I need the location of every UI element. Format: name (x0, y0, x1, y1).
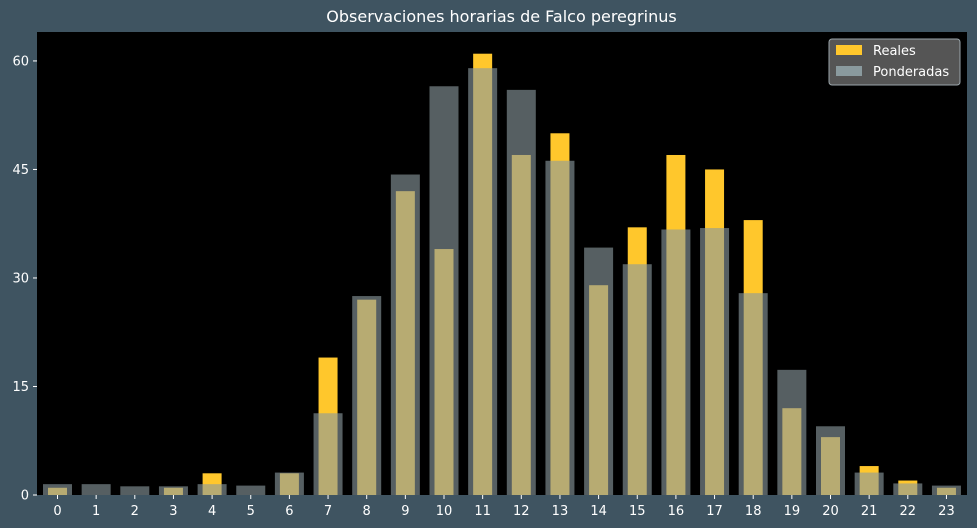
x-tick-label: 2 (131, 504, 139, 519)
x-tick-label: 21 (861, 504, 878, 519)
x-tick-label: 1 (92, 504, 100, 519)
y-tick-label: 15 (12, 380, 29, 395)
bar-ponderadas (81, 484, 111, 495)
y-tick-label: 60 (12, 54, 29, 69)
bar-ponderadas (43, 484, 72, 495)
bar-ponderadas (197, 484, 227, 495)
x-tick-label: 4 (208, 504, 216, 519)
plot-area (37, 32, 967, 495)
bar-ponderadas (545, 160, 575, 495)
y-tick-label: 45 (12, 163, 29, 178)
x-tick-label: 20 (822, 504, 839, 519)
x-tick-label: 19 (784, 504, 801, 519)
bar-ponderadas (120, 486, 150, 495)
bar-ponderadas (584, 247, 614, 495)
x-tick-label: 9 (401, 504, 409, 519)
x-axis: 0 1 2 3 4 5 6 7 8 9 10 11 12 13 14 15 16 17 18 19 20 21 22 23 (53, 495, 955, 519)
x-tick-label: 22 (900, 504, 917, 519)
x-tick-label: 16 (668, 504, 685, 519)
bar-ponderadas (506, 89, 536, 495)
x-tick-label: 18 (745, 504, 762, 519)
legend: Reales Ponderadas (828, 38, 961, 86)
y-tick-label: 0 (21, 489, 29, 504)
bar-ponderadas (661, 229, 691, 495)
x-tick-label: 0 (53, 504, 61, 519)
x-tick-label: 6 (285, 504, 293, 519)
x-tick-label: 14 (590, 504, 607, 519)
legend-swatch-reales (836, 45, 862, 55)
legend-label-ponderadas: Ponderadas (873, 65, 949, 80)
bar-ponderadas (931, 485, 961, 495)
x-tick-label: 7 (324, 504, 332, 519)
x-tick-label: 17 (706, 504, 723, 519)
x-tick-label: 23 (938, 504, 955, 519)
bar-ponderadas (390, 174, 420, 495)
bar-ponderadas (700, 228, 730, 495)
x-tick-label: 12 (513, 504, 530, 519)
bar-ponderadas (622, 264, 652, 495)
bar-ponderadas (274, 472, 304, 495)
bar-ponderadas (313, 413, 343, 495)
x-tick-label: 11 (474, 504, 491, 519)
bar-ponderadas (236, 485, 266, 495)
x-tick-label: 13 (552, 504, 569, 519)
bar-ponderadas (352, 296, 382, 495)
y-axis: 0 15 30 45 60 (12, 54, 37, 504)
bar-ponderadas (893, 483, 923, 495)
bars-ponderadas (43, 68, 961, 495)
bar-ponderadas (158, 486, 188, 495)
bar-ponderadas (816, 426, 845, 495)
x-tick-label: 8 (363, 504, 371, 519)
x-tick-label: 3 (169, 504, 177, 519)
x-tick-label: 15 (629, 504, 646, 519)
bar-ponderadas (429, 86, 459, 495)
bar-ponderadas (468, 68, 498, 495)
x-tick-label: 10 (436, 504, 453, 519)
legend-label-reales: Reales (873, 44, 916, 59)
y-tick-label: 30 (12, 271, 29, 286)
chart-title: Observaciones horarias de Falco peregrin… (326, 7, 677, 26)
x-tick-label: 5 (247, 504, 255, 519)
bar-ponderadas (854, 472, 884, 495)
bar-ponderadas (738, 293, 768, 495)
bar-ponderadas (777, 369, 807, 495)
legend-swatch-ponderadas (836, 66, 862, 76)
